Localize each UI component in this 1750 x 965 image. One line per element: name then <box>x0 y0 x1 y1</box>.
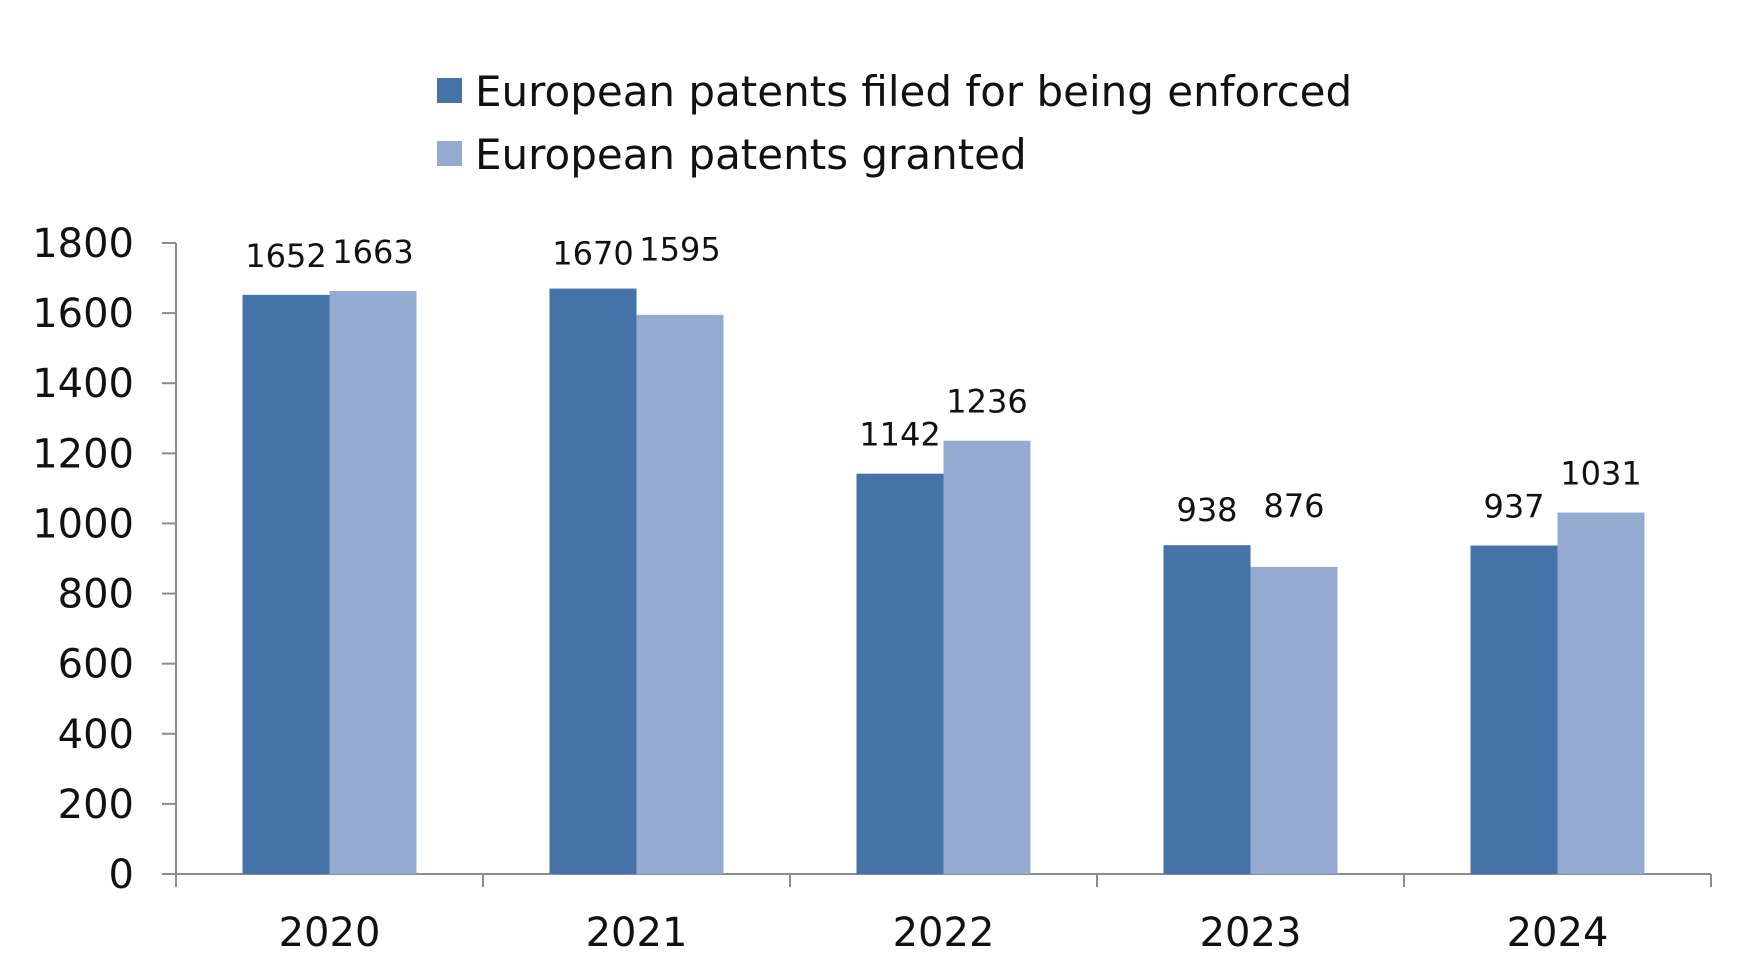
x-tick-label: 2023 <box>1200 910 1302 956</box>
y-tick-label: 1400 <box>32 361 134 407</box>
y-tick-label: 1800 <box>32 221 134 267</box>
y-tick-label: 600 <box>58 642 134 688</box>
bar-series-1-2022 <box>857 474 944 874</box>
bar-series-2-2023 <box>1251 567 1338 874</box>
bar-series-1-2020 <box>243 295 330 874</box>
data-label-series-1-2020: 1652 <box>245 237 326 275</box>
y-tick-label: 800 <box>58 572 134 618</box>
x-tick-label: 2024 <box>1507 910 1609 956</box>
legend-swatch-series-2 <box>437 141 462 166</box>
y-tick-label: 1200 <box>32 431 134 477</box>
data-label-series-1-2022: 1142 <box>859 416 940 454</box>
y-tick-label: 1600 <box>32 291 134 337</box>
bar-series-1-2021 <box>550 289 637 874</box>
legend-label-series-1: European patents filed for being enforce… <box>475 67 1352 116</box>
y-tick-label: 200 <box>58 782 134 828</box>
data-label-series-1-2021: 1670 <box>552 235 633 273</box>
data-label-series-2-2020: 1663 <box>332 233 413 271</box>
bar-series-2-2022 <box>944 441 1031 874</box>
bar-series-2-2024 <box>1558 513 1645 874</box>
legend-label-series-2: European patents granted <box>475 130 1027 179</box>
x-tick-label: 2020 <box>279 910 381 956</box>
y-axis: 0 200 400 600 800 1000 1200 1400 1600 1800 <box>32 221 176 898</box>
x-tick-label: 2022 <box>893 910 995 956</box>
x-axis: 2020 2021 2022 2023 2024 <box>176 874 1711 956</box>
x-tick-label: 2021 <box>586 910 688 956</box>
bar-series-1-2023 <box>1164 545 1251 874</box>
data-label-series-2-2021: 1595 <box>639 231 720 269</box>
legend-swatch-series-1 <box>437 78 462 103</box>
bar-series-2-2021 <box>637 315 724 874</box>
y-tick-label: 0 <box>109 852 134 898</box>
data-label-series-1-2024: 937 <box>1483 488 1544 526</box>
y-tick-label: 1000 <box>32 501 134 547</box>
chart-container: European patents filed for being enforce… <box>0 0 1750 961</box>
bar-series-1-2024 <box>1471 546 1558 874</box>
y-tick-label: 400 <box>58 712 134 758</box>
bars <box>243 289 1645 874</box>
bar-chart: European patents filed for being enforce… <box>0 0 1750 961</box>
legend: European patents filed for being enforce… <box>437 67 1352 179</box>
data-label-series-2-2024: 1031 <box>1560 455 1641 493</box>
data-label-series-2-2022: 1236 <box>946 383 1027 421</box>
bar-series-2-2020 <box>330 291 417 874</box>
data-label-series-2-2023: 876 <box>1263 487 1324 525</box>
data-label-series-1-2023: 938 <box>1176 491 1237 529</box>
